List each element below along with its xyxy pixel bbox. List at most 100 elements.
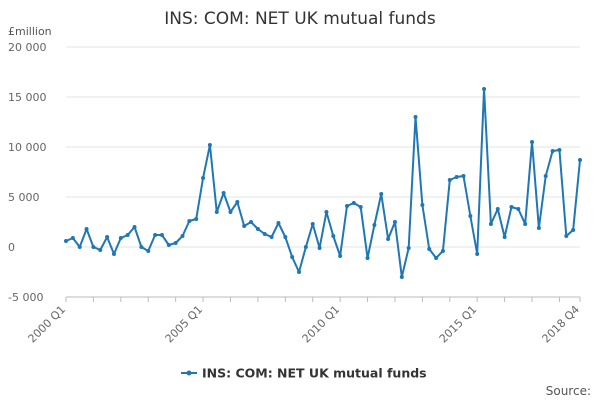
data-point <box>187 219 192 223</box>
data-point <box>139 245 144 249</box>
data-point <box>77 245 82 249</box>
x-axis: 2000 Q1 2005 Q1 2010 Q1 2015 Q1 2018 Q4 <box>26 296 583 346</box>
data-point <box>427 247 432 251</box>
data-point <box>372 223 377 227</box>
data-point <box>180 234 185 238</box>
data-point <box>64 239 68 243</box>
x-tick-label: 2015 Q1 <box>437 303 480 346</box>
source-label: Source: <box>546 384 591 398</box>
data-point <box>111 252 116 256</box>
data-point <box>105 235 110 239</box>
y-tick-label: 20 000 <box>8 41 47 54</box>
data-point <box>344 204 349 208</box>
data-point <box>310 222 315 226</box>
y-tick-label: 15 000 <box>8 91 47 104</box>
data-point <box>488 222 493 226</box>
data-point <box>118 236 123 240</box>
data-point <box>351 201 356 205</box>
data-point <box>440 249 445 253</box>
legend: INS: COM: NET UK mutual funds <box>181 366 427 381</box>
data-point <box>153 233 158 237</box>
data-point <box>475 252 480 256</box>
data-point <box>290 255 295 259</box>
data-point <box>379 192 384 196</box>
data-point <box>468 214 473 218</box>
legend-label: INS: COM: NET UK mutual funds <box>202 366 427 381</box>
data-point <box>98 248 103 252</box>
data-point <box>91 245 96 249</box>
data-point <box>358 205 363 209</box>
data-point <box>132 225 137 229</box>
data-point <box>447 178 452 182</box>
data-point <box>392 220 397 224</box>
data-point <box>502 235 507 239</box>
data-point <box>297 270 302 274</box>
data-point <box>173 241 178 245</box>
data-point <box>146 249 151 253</box>
data-point <box>543 174 548 178</box>
data-point <box>571 228 576 232</box>
data-point <box>530 140 535 144</box>
data-point <box>70 236 75 240</box>
gridlines <box>66 46 580 298</box>
data-point <box>276 221 281 225</box>
data-point <box>221 191 226 195</box>
data-point <box>365 256 370 260</box>
data-point <box>461 174 466 178</box>
x-tick-label: 2005 Q1 <box>163 303 206 346</box>
y-tick-label: 0 <box>8 241 15 254</box>
series-layer <box>64 87 582 279</box>
data-point <box>578 158 582 162</box>
y-tick-label: 10 000 <box>8 141 47 154</box>
data-point <box>386 237 391 241</box>
data-point <box>434 256 439 260</box>
data-point <box>214 210 219 214</box>
data-point <box>255 227 260 231</box>
data-point <box>317 246 322 250</box>
y-tick-label: -5 000 <box>8 291 43 304</box>
data-point <box>557 148 562 152</box>
data-point <box>338 254 343 258</box>
y-tick-label: 5 000 <box>8 191 40 204</box>
y-axis-ticks: -5 000 0 5 000 10 000 15 000 20 000 <box>8 41 47 304</box>
data-point <box>564 234 569 238</box>
data-point <box>201 176 206 180</box>
series-line <box>65 88 581 278</box>
data-point <box>166 243 171 247</box>
data-point <box>269 235 274 239</box>
data-point <box>516 207 521 211</box>
data-point <box>194 217 199 221</box>
data-point <box>495 207 500 211</box>
data-point <box>249 220 254 224</box>
data-point <box>536 226 541 230</box>
x-tick-label: 2000 Q1 <box>26 303 69 346</box>
data-point <box>207 143 212 147</box>
data-point <box>235 200 240 204</box>
data-point <box>159 233 164 237</box>
data-point <box>413 115 418 119</box>
data-point <box>283 235 288 239</box>
data-point <box>523 222 528 226</box>
chart-title: INS: COM: NET UK mutual funds <box>164 9 436 29</box>
data-point <box>242 224 247 228</box>
data-point <box>482 87 487 91</box>
data-point <box>420 203 425 207</box>
data-point <box>84 227 89 231</box>
legend-point-marker <box>186 370 192 376</box>
data-point <box>406 246 411 250</box>
data-point <box>324 210 329 214</box>
x-tick-label: 2018 Q4 <box>540 303 583 346</box>
data-point <box>550 149 555 153</box>
y-axis-unit-label: £million <box>8 25 52 38</box>
data-point <box>303 245 308 249</box>
data-point <box>454 175 459 179</box>
data-point <box>509 205 514 209</box>
data-point <box>228 210 233 214</box>
data-point <box>125 233 130 237</box>
data-point <box>262 232 267 236</box>
data-point <box>331 234 336 238</box>
x-tick-label: 2010 Q1 <box>300 303 343 346</box>
data-point <box>399 275 404 279</box>
